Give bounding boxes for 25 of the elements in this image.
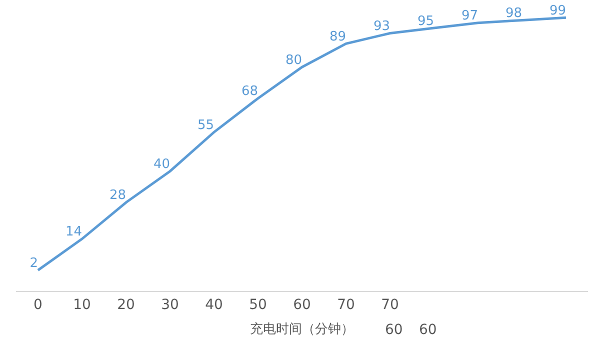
data-label: 99 [549,3,566,18]
x-tick-label: 40 [205,296,223,313]
x-tick-label: 70 [381,296,399,313]
x-axis-title: 充电时间（分钟） [250,322,354,337]
data-label: 2 [30,256,38,271]
data-label: 55 [197,118,214,133]
x-tick-label: 10 [73,296,91,313]
data-label: 68 [241,84,258,100]
x-tick-label: 50 [249,296,267,313]
data-label: 28 [109,188,126,204]
data-label: 80 [285,52,302,68]
data-label: 40 [153,156,170,172]
data-label: 89 [329,29,346,44]
data-label: 93 [373,18,390,34]
data-label: 97 [461,8,478,24]
data-label: 95 [417,14,434,29]
data-label: 98 [505,6,522,21]
data-label: 14 [65,224,82,240]
text: 60 [385,322,403,338]
x-tick-label: 30 [161,296,179,313]
x-tick-label: 0 [34,296,42,313]
x-tick-label: 70 [337,296,355,313]
text: 60 [419,322,437,338]
x-tick-label: 20 [117,296,135,313]
x-tick-label: 60 [293,296,311,313]
